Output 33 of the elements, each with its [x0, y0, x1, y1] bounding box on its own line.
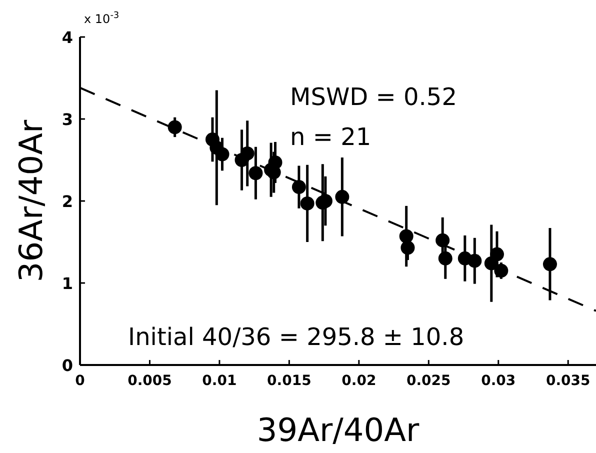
y-tick-label: 1 [62, 274, 73, 293]
point [240, 146, 254, 160]
y-tick-label: 3 [62, 110, 73, 129]
point [318, 194, 332, 208]
x-tick-label: 0.005 [128, 373, 172, 389]
point [215, 147, 230, 162]
x-tick-label: 0.015 [267, 373, 312, 389]
x-tick-label: 0.035 [546, 373, 590, 389]
y-axis-title: 36Ar/40Ar [12, 119, 50, 282]
y-tick-label: 4 [62, 28, 73, 47]
annotation: Initial 40/36 = 295.8 ± 10.8 [128, 323, 464, 351]
annotation: MSWD = 0.52 [290, 83, 457, 111]
point [542, 257, 557, 272]
y-tick-label: 2 [62, 192, 73, 211]
text: x 10$^{-3}$ [84, 11, 120, 26]
point [168, 120, 182, 134]
point [400, 240, 415, 255]
point [268, 155, 282, 170]
point [300, 196, 314, 210]
point [292, 180, 306, 194]
x-axis-title: 39Ar/40Ar [256, 411, 420, 449]
point [248, 166, 263, 180]
x-tick-label: 0.01 [202, 373, 237, 389]
x-tick-label: 0 [75, 373, 86, 389]
x-tick-label: 0.03 [481, 373, 516, 389]
point [436, 233, 450, 248]
x-tick-label: 0.02 [342, 373, 376, 389]
y-tick-label: 0 [62, 356, 73, 375]
point [438, 251, 452, 266]
point [399, 229, 414, 244]
x-tick-label: 0.025 [406, 373, 451, 389]
annotation: n = 21 [290, 123, 372, 151]
point [490, 247, 504, 262]
